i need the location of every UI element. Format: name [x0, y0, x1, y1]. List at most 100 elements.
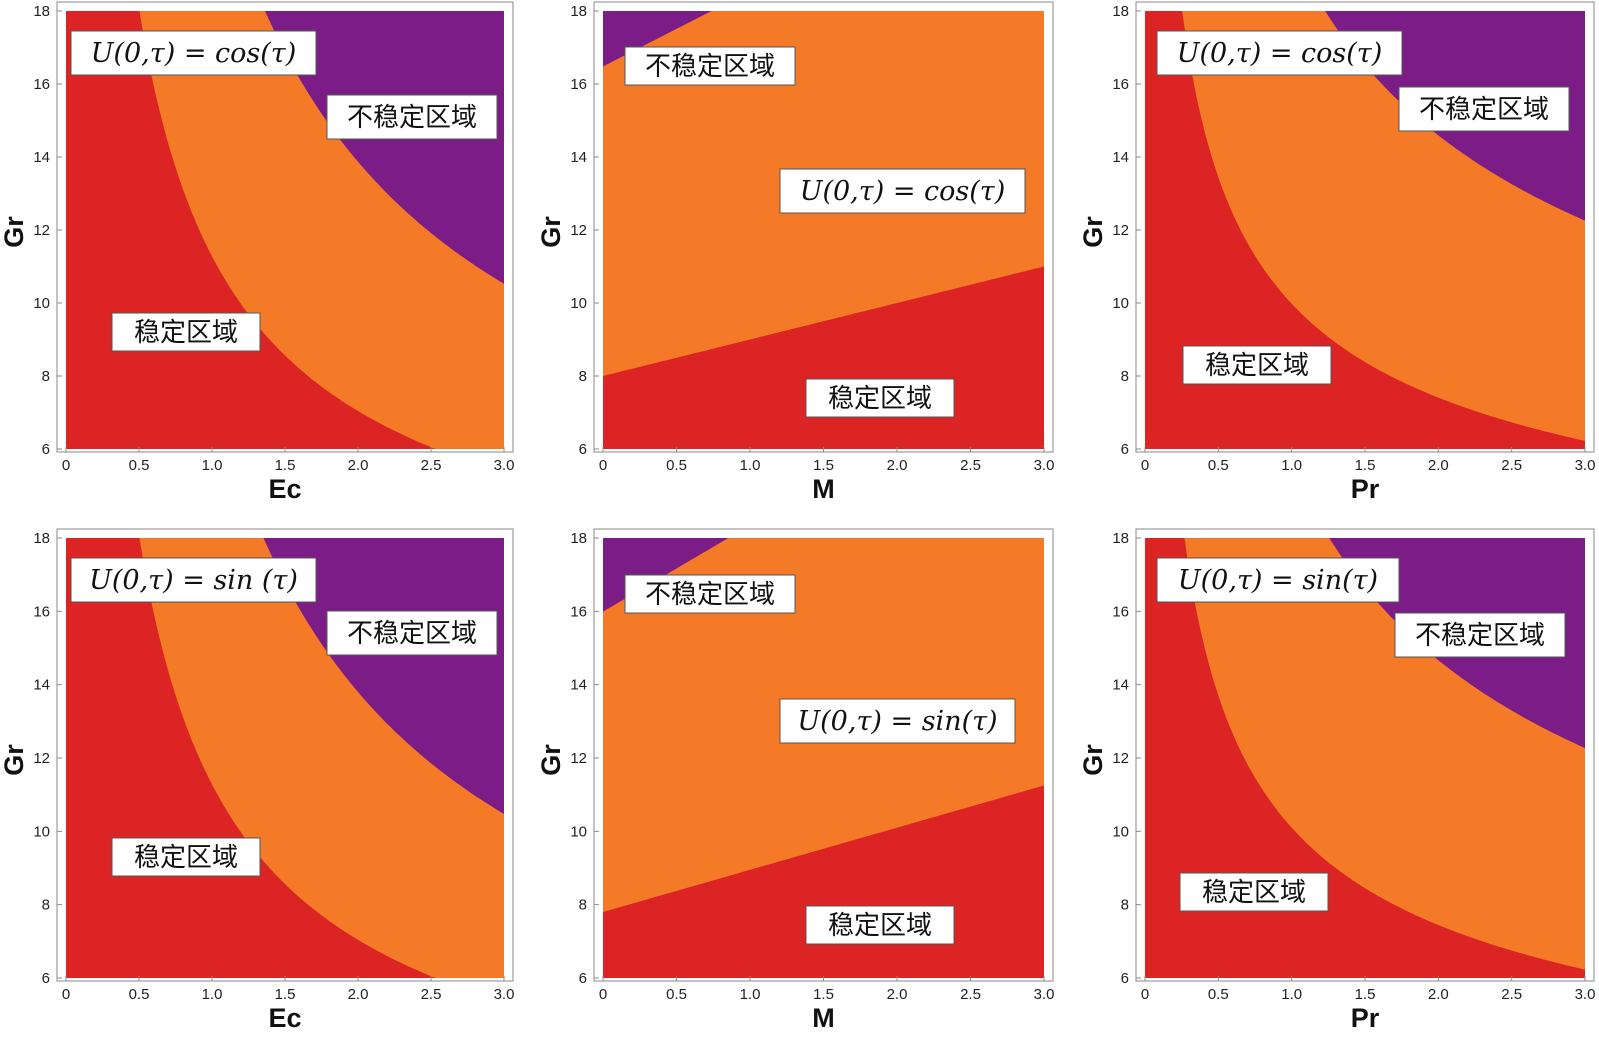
x-tick-label: 1.5	[813, 457, 834, 474]
x-tick-label: 0	[62, 457, 70, 474]
y-tick-label: 14	[33, 677, 50, 694]
x-tick-label: 3.0	[1575, 986, 1596, 1003]
x-tick-label: 1.5	[1355, 986, 1376, 1003]
y-tick-label: 16	[33, 603, 50, 620]
y-tick-label: 8	[42, 897, 50, 914]
equation-text: U(0,τ) = sin (τ)	[89, 565, 298, 596]
y-tick-label: 6	[579, 970, 587, 987]
equation-text: U(0,τ) = cos(τ)	[800, 176, 1006, 207]
x-tick-label: 2.0	[348, 457, 369, 474]
x-tick-label: 0	[599, 986, 607, 1003]
x-tick-label: 0.5	[129, 457, 150, 474]
y-tick-label: 10	[33, 823, 50, 840]
equation-text: U(0,τ) = sin(τ)	[797, 706, 997, 737]
x-tick-label: 2.0	[887, 986, 908, 1003]
x-tick-label: 2.5	[960, 457, 981, 474]
x-tick-label: 2.5	[421, 457, 442, 474]
x-tick-label: 2.0	[887, 457, 908, 474]
x-tick-label: 3.0	[1034, 986, 1055, 1003]
equation-annotation: U(0,τ) = sin(τ)	[1156, 557, 1400, 603]
equation-annotation: U(0,τ) = cos(τ)	[1156, 30, 1403, 76]
stable-region	[1145, 538, 1585, 978]
x-tick-label: 3.0	[494, 457, 515, 474]
y-axis-label: Gr	[1078, 216, 1108, 248]
y-tick-label: 8	[579, 368, 587, 385]
y-tick-label: 18	[570, 3, 587, 20]
y-tick-label: 6	[579, 441, 587, 458]
equation-annotation: U(0,τ) = sin (τ)	[70, 557, 317, 603]
y-tick-label: 18	[570, 530, 587, 547]
y-tick-label: 6	[42, 970, 50, 987]
stable-region-label: 稳定区域	[111, 312, 261, 352]
stable-region-text: 稳定区域	[134, 843, 238, 873]
stable-region	[1145, 11, 1585, 449]
x-tick-label: 1.0	[1281, 986, 1302, 1003]
equation-text: U(0,τ) = cos(τ)	[91, 38, 297, 69]
stable-region-text: 稳定区域	[134, 318, 238, 348]
x-tick-label: 0	[599, 457, 607, 474]
y-tick-label: 12	[1112, 750, 1129, 767]
y-tick-label: 10	[1112, 823, 1129, 840]
x-tick-label: 1.0	[740, 457, 761, 474]
y-tick-label: 16	[570, 76, 587, 93]
x-axis-label: Ec	[268, 1003, 301, 1033]
y-tick-label: 14	[33, 149, 50, 166]
y-tick-label: 14	[1112, 677, 1129, 694]
y-tick-label: 12	[570, 222, 587, 239]
y-tick-label: 14	[1112, 149, 1129, 166]
x-tick-label: 1.0	[202, 986, 223, 1003]
y-tick-label: 10	[570, 823, 587, 840]
y-axis-label: Gr	[0, 744, 29, 776]
x-axis-label: Ec	[268, 474, 301, 504]
y-axis-label: Gr	[1078, 744, 1108, 776]
panel-5: 0 0.5 1.0 1.5 2.0 2.5 3.0 6 8 10 12 14 16 18 M Gr U(0,τ)…	[536, 528, 1055, 1033]
panel-2: 0 0.5 1.0 1.5 2.0 2.5 3.0 6 8 10 12 14 16 18 M Gr U(0,τ)…	[536, 1, 1054, 504]
equation-annotation: U(0,τ) = cos(τ)	[70, 30, 317, 76]
y-tick-label: 18	[33, 530, 50, 547]
x-tick-label: 1.5	[813, 986, 834, 1003]
y-tick-label: 12	[33, 750, 50, 767]
equation-text: U(0,τ) = sin(τ)	[1178, 565, 1378, 596]
stable-region-label: 稳定区域	[805, 905, 955, 945]
y-tick-label: 10	[1112, 295, 1129, 312]
y-axis-label: Gr	[0, 216, 29, 248]
unstable-region-label: 不稳定区域	[624, 46, 796, 86]
y-tick-label: 16	[1112, 603, 1129, 620]
y-tick-label: 12	[570, 750, 587, 767]
x-axis-label: Pr	[1351, 1003, 1380, 1033]
y-tick-label: 16	[1112, 76, 1129, 93]
stable-region-label: 稳定区域	[111, 837, 261, 877]
x-tick-label: 0.5	[1208, 457, 1229, 474]
y-tick-label: 8	[579, 897, 587, 914]
stable-region-text: 稳定区域	[1202, 878, 1306, 908]
x-tick-label: 0	[1141, 986, 1149, 1003]
x-tick-label: 0	[1141, 457, 1149, 474]
x-tick-label: 1.5	[275, 986, 296, 1003]
x-tick-label: 2.5	[421, 986, 442, 1003]
unstable-region-label: 不稳定区域	[1398, 86, 1570, 132]
stable-region-text: 稳定区域	[828, 911, 932, 941]
y-tick-label: 6	[42, 441, 50, 458]
unstable-region-text: 不稳定区域	[347, 619, 477, 649]
y-tick-label: 18	[33, 3, 50, 20]
y-tick-label: 16	[570, 603, 587, 620]
unstable-region-text: 不稳定区域	[347, 103, 477, 133]
x-tick-label: 3.0	[1575, 457, 1596, 474]
x-tick-label: 2.5	[1501, 457, 1522, 474]
unstable-region-label: 不稳定区域	[326, 94, 498, 140]
unstable-region-label: 不稳定区域	[624, 574, 796, 614]
unstable-region-text: 不稳定区域	[1415, 621, 1545, 651]
unstable-region-text: 不稳定区域	[1419, 95, 1549, 125]
y-tick-label: 10	[33, 295, 50, 312]
x-tick-label: 0	[62, 986, 70, 1003]
x-tick-label: 2.0	[348, 986, 369, 1003]
unstable-region-label: 不稳定区域	[326, 610, 498, 656]
unstable-region-text: 不稳定区域	[645, 52, 775, 82]
y-tick-label: 14	[570, 149, 587, 166]
x-tick-label: 1.0	[202, 457, 223, 474]
x-tick-label: 2.0	[1428, 457, 1449, 474]
x-tick-label: 0.5	[129, 986, 150, 1003]
stable-region-text: 稳定区域	[828, 384, 932, 414]
x-axis-label: Pr	[1351, 474, 1380, 504]
x-tick-label: 1.0	[740, 986, 761, 1003]
